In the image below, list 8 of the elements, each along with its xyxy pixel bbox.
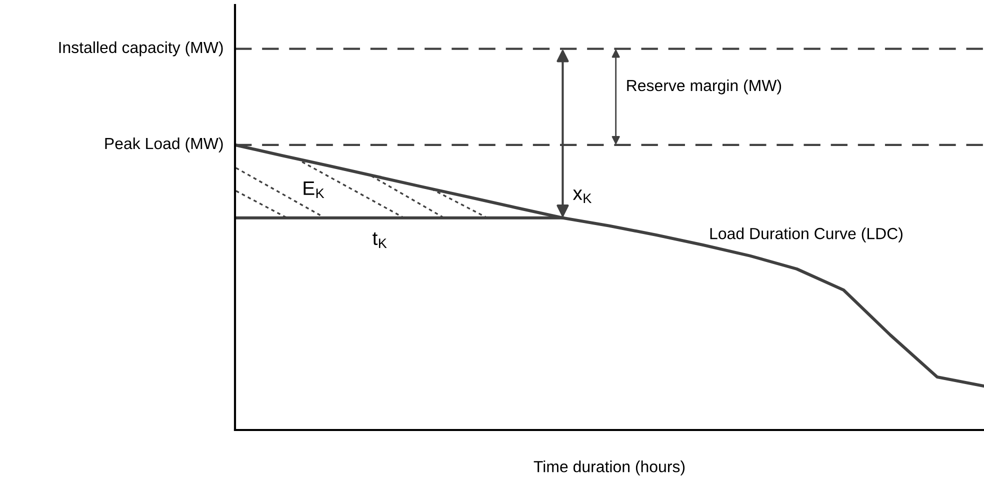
text: Reserve margin (MW) — [627, 79, 782, 94]
annotation: Load Duration Curve (LDC) — [710, 227, 902, 242]
annotation: x$_{K}$ — [572, 190, 592, 203]
x-axis-title: Time duration (hours) — [534, 460, 685, 476]
ref-line-label: Peak Load (MW) — [105, 137, 223, 152]
annotation: E$_{K}$ — [304, 182, 324, 198]
ref-line-label: Installed capacity (MW) — [59, 41, 223, 56]
annotation: t$_{K}$ — [372, 232, 387, 248]
